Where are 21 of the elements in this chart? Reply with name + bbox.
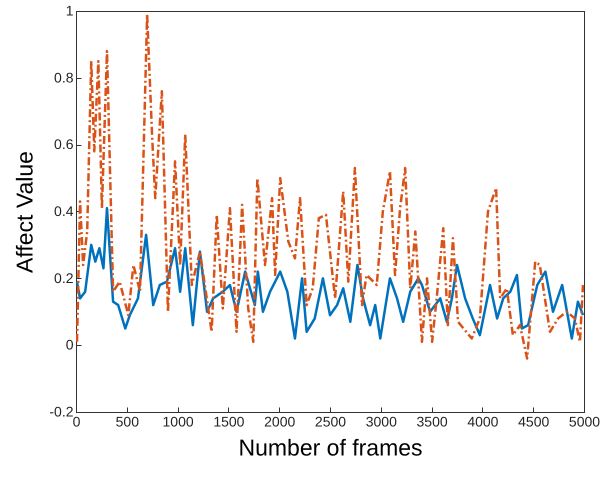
line-series (76, 206, 584, 340)
x-tick-label: 4500 (518, 414, 550, 430)
y-tick-label: 0.6 (54, 136, 74, 152)
x-tick-label: 3000 (366, 414, 398, 430)
y-tick-label: 0.4 (54, 203, 74, 219)
line-series (76, 13, 584, 360)
x-tick-label: 1500 (213, 414, 245, 430)
x-tick-label: 500 (116, 414, 140, 430)
y-axis-title: Affect Value (11, 151, 38, 273)
x-tick-label: 4000 (467, 414, 499, 430)
y-tick-label: 0 (66, 336, 74, 353)
y-tick-label: -0.2 (49, 404, 74, 420)
y-tick-label: 0.8 (54, 69, 74, 86)
x-tick-label: 5000 (568, 414, 600, 430)
x-tick-label: 3500 (416, 414, 448, 430)
x-tick-label: 2000 (264, 414, 296, 430)
y-tick-label: 0.2 (54, 270, 74, 286)
y-tick-label: 1 (66, 2, 74, 18)
x-tick-label: 1000 (162, 414, 194, 430)
x-axis-title: Number of frames (238, 434, 423, 460)
x-tick-label: 2500 (314, 414, 346, 430)
